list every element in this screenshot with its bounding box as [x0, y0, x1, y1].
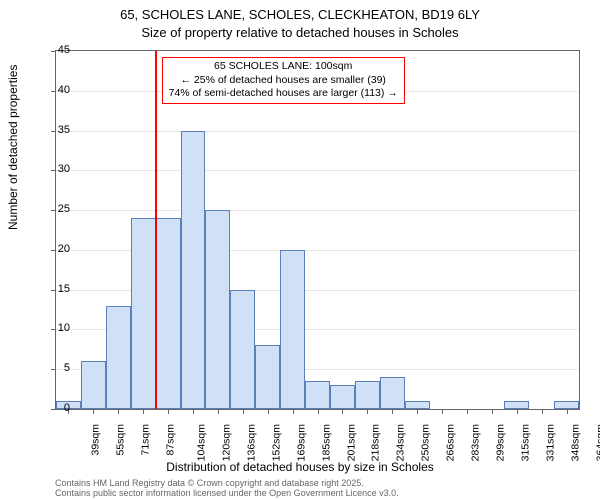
- attribution-line2: Contains public sector information licen…: [55, 488, 399, 498]
- x-axis-label: Distribution of detached houses by size …: [0, 460, 600, 474]
- marker-line: [155, 51, 157, 409]
- histogram-bar: [230, 290, 255, 409]
- x-tick-mark: [367, 409, 368, 414]
- y-axis-label: Number of detached properties: [6, 65, 20, 230]
- y-tick-label: 35: [46, 124, 70, 136]
- histogram-bar: [355, 381, 380, 409]
- histogram-bar: [131, 218, 156, 409]
- annotation-box: 65 SCHOLES LANE: 100sqm← 25% of detached…: [162, 57, 405, 104]
- gridline: [56, 210, 579, 211]
- x-tick-mark: [218, 409, 219, 414]
- x-tick-mark: [492, 409, 493, 414]
- x-tick-label: 71sqm: [140, 424, 152, 456]
- x-tick-mark: [392, 409, 393, 414]
- x-tick-mark: [467, 409, 468, 414]
- x-tick-label: 104sqm: [195, 424, 207, 461]
- histogram-bar: [405, 401, 430, 409]
- histogram-bar: [181, 131, 206, 409]
- histogram-bar: [280, 250, 305, 409]
- histogram-bar: [330, 385, 355, 409]
- x-tick-label: 201sqm: [345, 424, 357, 461]
- chart-title-line2: Size of property relative to detached ho…: [0, 24, 600, 42]
- gridline: [56, 170, 579, 171]
- x-tick-label: 136sqm: [245, 424, 257, 461]
- x-tick-label: 185sqm: [320, 424, 332, 461]
- y-tick-label: 20: [46, 243, 70, 255]
- y-tick-label: 30: [46, 163, 70, 175]
- y-tick-label: 45: [46, 44, 70, 56]
- histogram-bar: [255, 345, 280, 409]
- x-tick-mark: [318, 409, 319, 414]
- y-tick-label: 10: [46, 322, 70, 334]
- x-tick-label: 55sqm: [115, 424, 127, 456]
- annotation-line: ← 25% of detached houses are smaller (39…: [169, 74, 398, 88]
- x-tick-mark: [417, 409, 418, 414]
- y-tick-label: 5: [46, 362, 70, 374]
- x-tick-label: 364sqm: [594, 424, 600, 461]
- x-tick-label: 283sqm: [469, 424, 481, 461]
- histogram-bar: [156, 218, 181, 409]
- histogram-bar: [554, 401, 579, 409]
- x-tick-label: 87sqm: [165, 424, 177, 456]
- x-tick-mark: [542, 409, 543, 414]
- x-tick-mark: [342, 409, 343, 414]
- plot-area: 65 SCHOLES LANE: 100sqm← 25% of detached…: [55, 50, 580, 410]
- x-tick-label: 266sqm: [444, 424, 456, 461]
- x-tick-mark: [293, 409, 294, 414]
- x-tick-mark: [567, 409, 568, 414]
- x-tick-mark: [517, 409, 518, 414]
- x-tick-mark: [93, 409, 94, 414]
- histogram-bar: [81, 361, 106, 409]
- x-tick-mark: [118, 409, 119, 414]
- gridline: [56, 131, 579, 132]
- x-tick-label: 348sqm: [569, 424, 581, 461]
- x-tick-label: 218sqm: [370, 424, 382, 461]
- x-tick-label: 39sqm: [90, 424, 102, 456]
- x-tick-mark: [243, 409, 244, 414]
- chart-title: 65, SCHOLES LANE, SCHOLES, CLECKHEATON, …: [0, 0, 600, 41]
- y-tick-label: 40: [46, 84, 70, 96]
- x-tick-label: 331sqm: [544, 424, 556, 461]
- x-tick-mark: [268, 409, 269, 414]
- y-tick-label: 15: [46, 283, 70, 295]
- attribution-line1: Contains HM Land Registry data © Crown c…: [55, 478, 399, 488]
- attribution: Contains HM Land Registry data © Crown c…: [55, 478, 399, 499]
- histogram-bar: [504, 401, 529, 409]
- histogram-bar: [305, 381, 330, 409]
- x-tick-mark: [193, 409, 194, 414]
- chart-title-line1: 65, SCHOLES LANE, SCHOLES, CLECKHEATON, …: [0, 6, 600, 24]
- x-tick-mark: [442, 409, 443, 414]
- x-tick-label: 152sqm: [270, 424, 282, 461]
- x-tick-label: 299sqm: [494, 424, 506, 461]
- annotation-line: 74% of semi-detached houses are larger (…: [169, 87, 398, 101]
- histogram-bar: [205, 210, 230, 409]
- x-tick-label: 234sqm: [395, 424, 407, 461]
- histogram-bar: [380, 377, 405, 409]
- x-tick-label: 169sqm: [295, 424, 307, 461]
- x-tick-label: 315sqm: [519, 424, 531, 461]
- y-tick-label: 25: [46, 203, 70, 215]
- histogram-bar: [106, 306, 131, 409]
- x-tick-label: 250sqm: [420, 424, 432, 461]
- x-tick-mark: [168, 409, 169, 414]
- annotation-line: 65 SCHOLES LANE: 100sqm: [169, 60, 398, 74]
- y-tick-label: 0: [46, 402, 70, 414]
- x-tick-mark: [143, 409, 144, 414]
- x-tick-label: 120sqm: [220, 424, 232, 461]
